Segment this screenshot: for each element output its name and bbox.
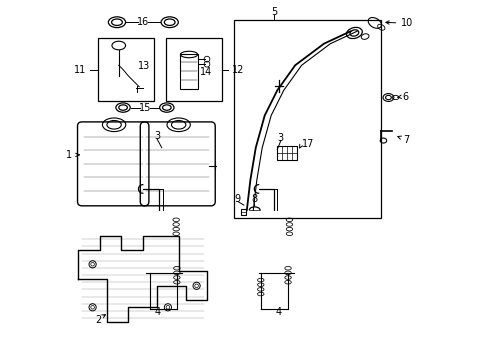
Bar xyxy=(234,21,381,218)
Text: 15: 15 xyxy=(139,103,151,113)
Text: 1: 1 xyxy=(66,150,72,160)
Bar xyxy=(242,210,246,215)
Bar xyxy=(277,146,297,160)
Text: 4: 4 xyxy=(154,307,160,317)
Bar xyxy=(180,54,197,89)
Text: 2: 2 xyxy=(95,315,101,325)
Text: 7: 7 xyxy=(403,135,409,145)
Text: 3: 3 xyxy=(278,133,284,143)
Text: 10: 10 xyxy=(401,18,413,28)
Text: 17: 17 xyxy=(302,139,315,149)
Text: 11: 11 xyxy=(74,64,87,75)
Text: 14: 14 xyxy=(200,67,212,77)
Text: 5: 5 xyxy=(271,7,277,17)
Text: 6: 6 xyxy=(403,92,409,102)
Text: 9: 9 xyxy=(235,194,241,204)
Text: 3: 3 xyxy=(154,131,160,141)
Text: 13: 13 xyxy=(138,61,150,71)
Bar xyxy=(166,39,221,101)
Text: 16: 16 xyxy=(137,17,149,27)
Text: 8: 8 xyxy=(251,194,257,204)
Text: 4: 4 xyxy=(276,307,282,317)
Bar xyxy=(98,39,153,101)
Text: 12: 12 xyxy=(232,64,244,75)
